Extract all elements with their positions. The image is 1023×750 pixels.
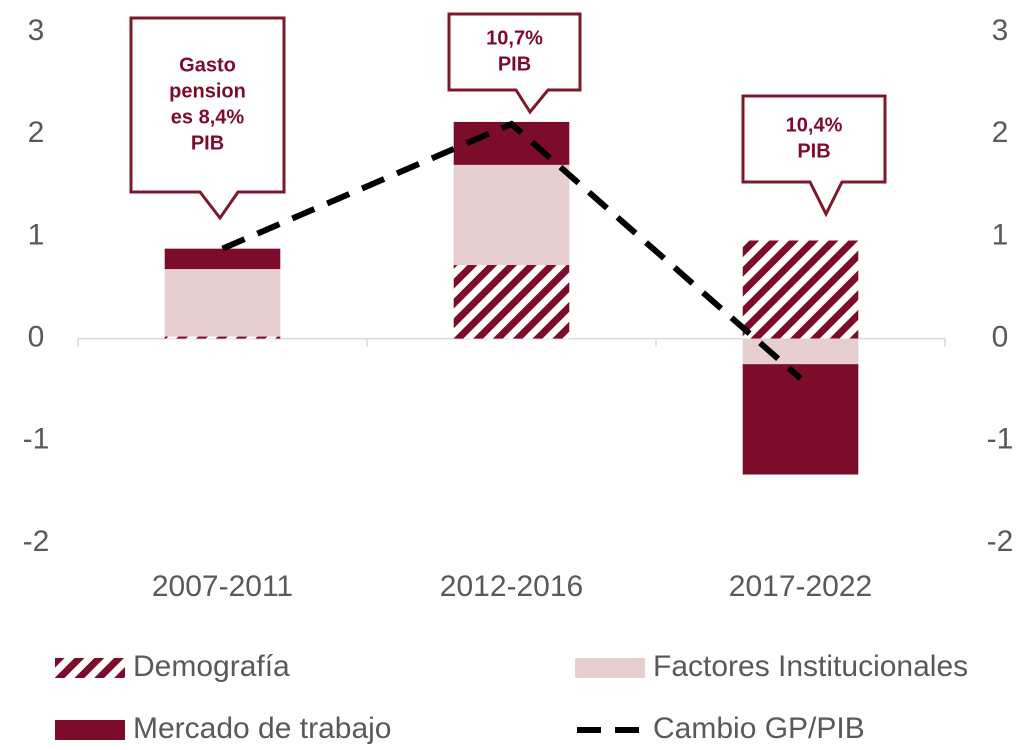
x-tick-label: 2017-2022 (729, 570, 872, 603)
legend-label: Mercado de trabajo (133, 712, 392, 745)
y2-tick-label: 2 (992, 116, 1009, 149)
callout-text: 10,7% (486, 27, 543, 49)
callout-text: PIB (498, 53, 531, 75)
x-tick-label: 2007-2011 (152, 570, 293, 603)
y-tick-label: -1 (23, 423, 50, 456)
bar-segment (164, 336, 281, 339)
bar-segment (742, 338, 859, 365)
y-tick-label: 0 (28, 321, 45, 354)
legend-swatch (575, 658, 645, 678)
callout-text: Gasto (179, 54, 236, 76)
y2-tick-label: -2 (987, 525, 1014, 558)
bar-segment (164, 248, 281, 270)
line (221, 120, 803, 381)
callout: Gasto pension es 8,4% PIB (129, 16, 286, 221)
x-tick-label: 2012-2016 (440, 570, 583, 603)
bar-segment (164, 269, 281, 337)
bar-segment (742, 364, 859, 475)
callout: 10,4% PIB (741, 94, 887, 218)
legend-label: Factores Institucionales (653, 650, 968, 683)
y2-tick-label: 3 (992, 14, 1009, 47)
callout-box (741, 94, 887, 218)
callout-box (129, 16, 286, 221)
y2-tick-label: 1 (992, 218, 1009, 251)
callout-text: es 8,4% (171, 106, 245, 128)
bar-segment (742, 240, 859, 339)
y-tick-label: -2 (23, 525, 50, 558)
legend-label: Cambio GP/PIB (653, 712, 865, 745)
bar-segment (453, 265, 570, 339)
y2-tick-label: -1 (987, 423, 1014, 456)
callout-box (447, 12, 582, 115)
y2-tick-label: 0 (992, 321, 1009, 354)
callout: 10,7% PIB (447, 12, 582, 115)
callout-text: pension (169, 80, 246, 102)
legend-label: Demografía (133, 650, 290, 683)
y-tick-label: 2 (28, 116, 45, 149)
y-tick-label: 1 (28, 218, 45, 251)
callout-text: PIB (797, 140, 830, 162)
y-tick-label: 3 (28, 14, 45, 47)
legend-swatch (55, 658, 125, 678)
legend-swatch (55, 720, 125, 740)
bar-segment (453, 164, 570, 266)
callout-text: 10,4% (786, 114, 843, 136)
callout-text: PIB (191, 132, 224, 154)
